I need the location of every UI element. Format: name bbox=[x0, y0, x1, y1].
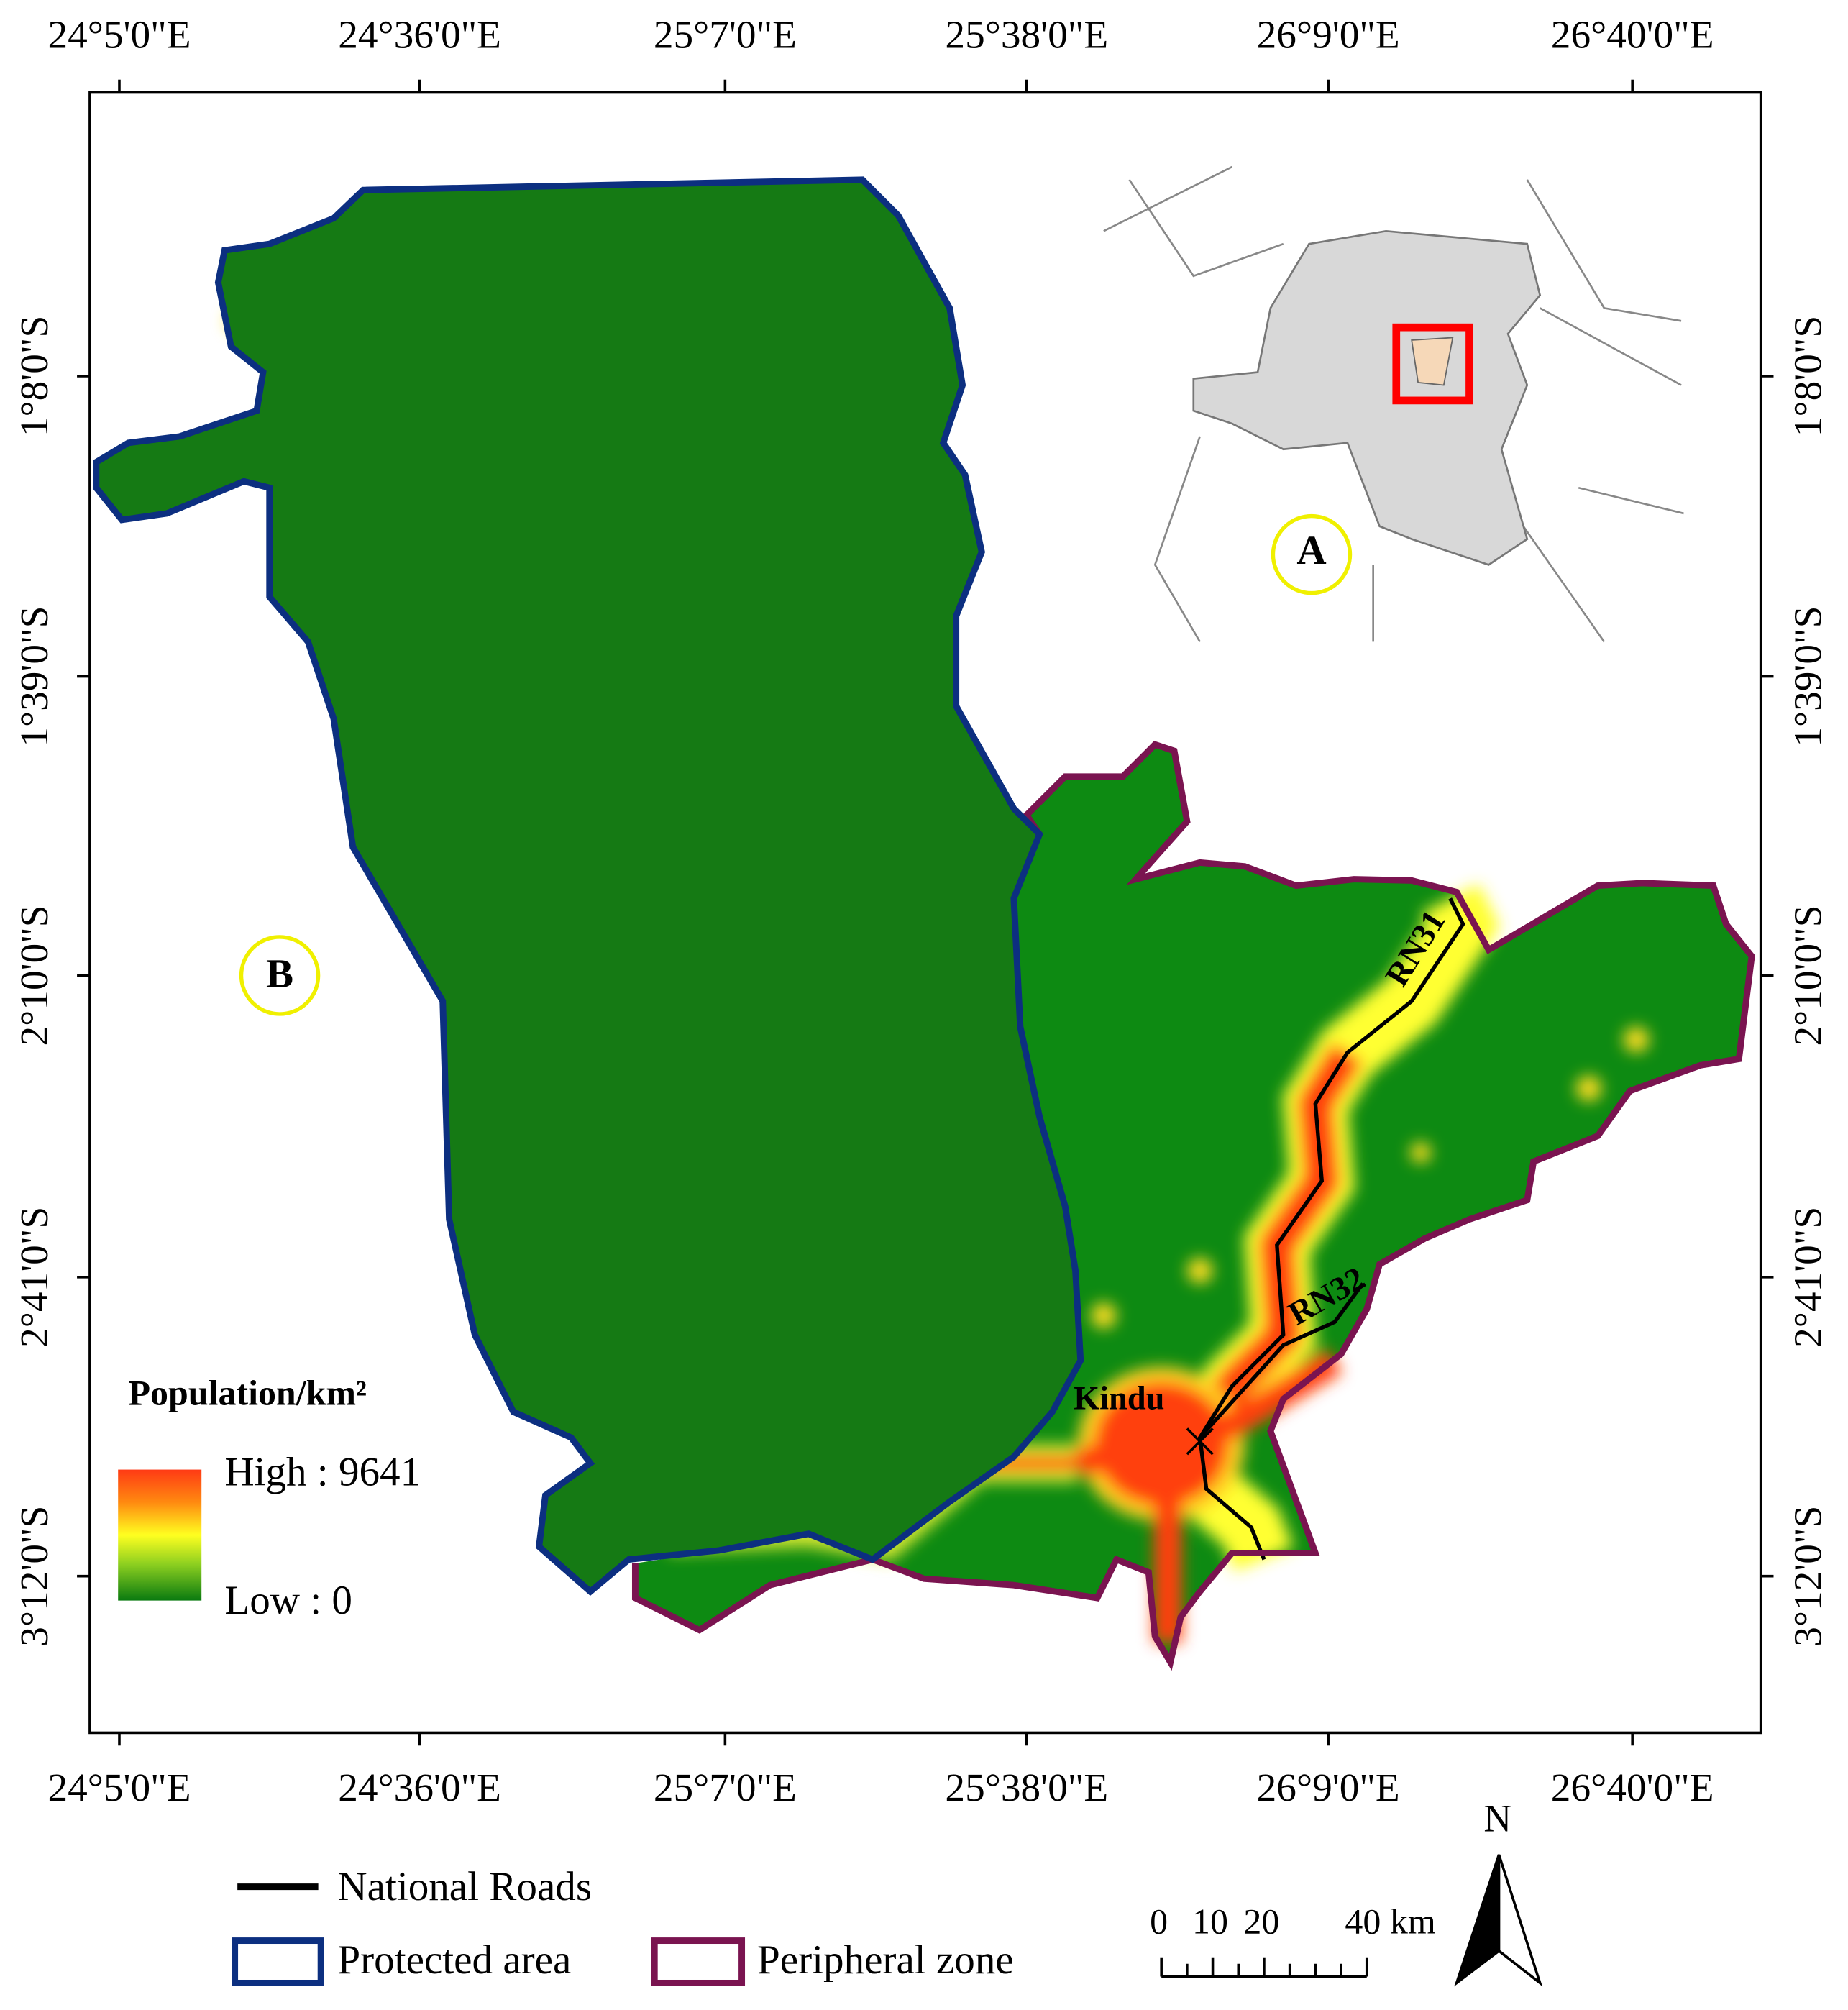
national-road bbox=[1197, 897, 1465, 1561]
longitude-label: 25°38'0"E bbox=[945, 1765, 1108, 1809]
main-label: B bbox=[266, 951, 293, 997]
scale-label: 10 bbox=[1192, 1901, 1228, 1942]
scale-label: 40 km bbox=[1345, 1901, 1435, 1942]
legend-label: National Roads bbox=[337, 1864, 592, 1909]
longitude-label: 26°9'0"E bbox=[1257, 1765, 1400, 1809]
legend-label: Peripheral zone bbox=[757, 1937, 1014, 1983]
longitude-label: 24°5'0"E bbox=[47, 1765, 191, 1809]
legend-low: Low : 0 bbox=[224, 1578, 352, 1623]
longitude-label: 25°7'0"E bbox=[654, 1765, 797, 1809]
latitude-label: 2°10'0"S bbox=[1786, 905, 1830, 1046]
city-marker bbox=[1186, 1427, 1214, 1456]
scale-label: 0 bbox=[1150, 1901, 1168, 1942]
longitude-label: 26°40'0"E bbox=[1551, 12, 1714, 56]
hotspot bbox=[1575, 1075, 1602, 1102]
main-badge bbox=[239, 935, 321, 1016]
latitude-label: 3°12'0"S bbox=[1786, 1506, 1830, 1647]
peripheral-zone-outline bbox=[631, 741, 1755, 1671]
scale-bar bbox=[1160, 1957, 1368, 1978]
city-label: Kindu bbox=[1074, 1381, 1164, 1417]
longitude-label: 24°36'0"E bbox=[338, 12, 501, 56]
north-arrow bbox=[1454, 1854, 1501, 1987]
legend-ramp bbox=[118, 1469, 202, 1601]
inset-label: A bbox=[1296, 528, 1326, 573]
inset-badge bbox=[1271, 513, 1353, 595]
national-road bbox=[1198, 1282, 1365, 1439]
legend-peripheral-symbol bbox=[651, 1937, 746, 1986]
legend-label: Protected area bbox=[337, 1937, 571, 1983]
latitude-label: 1°39'0"S bbox=[1786, 606, 1830, 747]
inset-study-area bbox=[1411, 337, 1454, 386]
latitude-label: 2°41'0"S bbox=[12, 1207, 56, 1348]
hotspot bbox=[1623, 1026, 1650, 1053]
hotspot bbox=[1410, 1142, 1431, 1164]
longitude-label: 26°40'0"E bbox=[1551, 1765, 1714, 1809]
inset-locator bbox=[1392, 323, 1473, 405]
legend-title: Population/km² bbox=[128, 1372, 367, 1412]
latitude-label: 2°41'0"S bbox=[1786, 1207, 1830, 1348]
longitude-label: 24°36'0"E bbox=[338, 1765, 501, 1809]
north-label: N bbox=[1483, 1797, 1511, 1840]
legend-high: High : 9641 bbox=[224, 1450, 421, 1495]
longitude-label: 25°7'0"E bbox=[654, 12, 797, 56]
latitude-label: 1°39'0"S bbox=[12, 606, 56, 747]
latitude-label: 3°12'0"S bbox=[12, 1506, 56, 1647]
legend-protected-symbol bbox=[232, 1937, 324, 1986]
latitude-label: 1°8'0"S bbox=[12, 316, 56, 437]
hotspot bbox=[1091, 1302, 1117, 1329]
longitude-label: 25°38'0"E bbox=[945, 12, 1108, 56]
peripheral-zone-fill bbox=[635, 744, 1752, 1663]
scale-label: 20 bbox=[1243, 1901, 1279, 1942]
inset-country bbox=[1192, 229, 1542, 566]
longitude-label: 24°5'0"E bbox=[47, 12, 191, 56]
latitude-label: 1°8'0"S bbox=[1786, 316, 1830, 437]
inset-borders bbox=[1103, 165, 1684, 643]
hotspot bbox=[1186, 1258, 1213, 1284]
longitude-label: 26°9'0"E bbox=[1257, 12, 1400, 56]
inset-map: A bbox=[1084, 164, 1684, 643]
scale-ticks bbox=[1160, 1957, 1368, 1978]
latitude-label: 2°10'0"S bbox=[12, 905, 56, 1046]
north-arrow bbox=[1497, 1854, 1543, 1987]
